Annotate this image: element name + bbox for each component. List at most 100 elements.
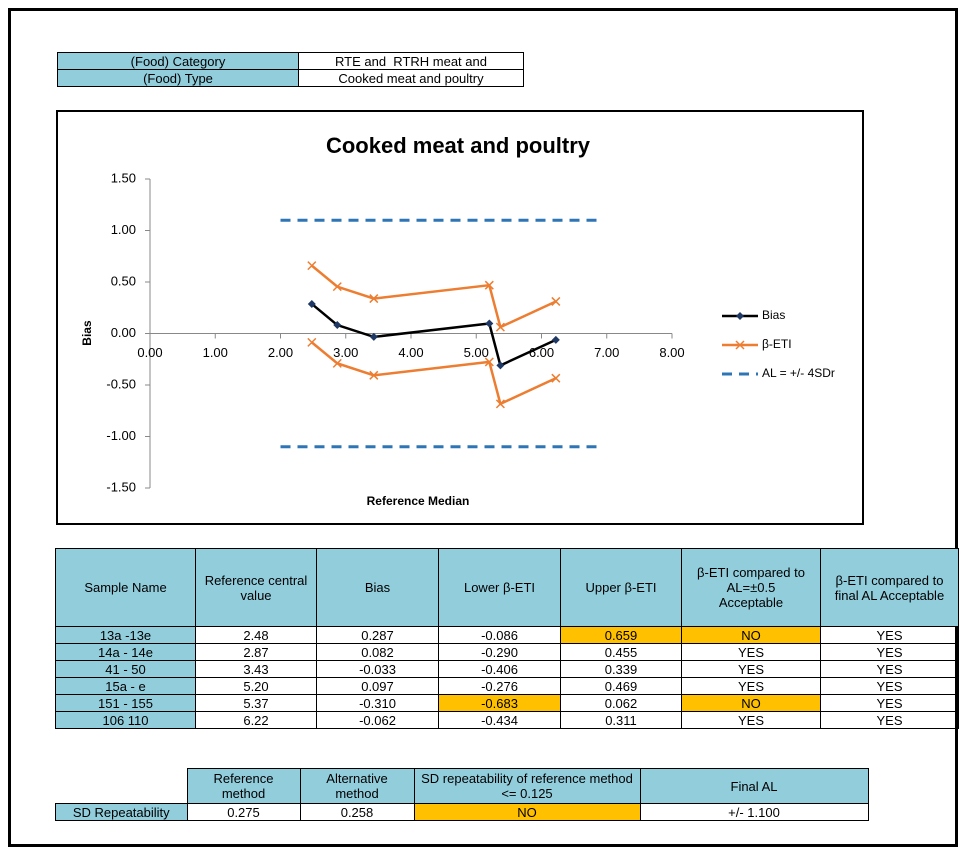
eti-marker bbox=[332, 358, 342, 368]
repeat-cell: +/- 1.100 bbox=[639, 803, 869, 821]
header-cell: Reference method bbox=[186, 768, 301, 804]
result-cell: 106 110 bbox=[55, 711, 196, 729]
result-cell: -0.406 bbox=[438, 660, 561, 678]
result-cell: 0.659 bbox=[560, 626, 682, 644]
chart-title: Cooked meat and poultry bbox=[326, 133, 591, 158]
result-cell: -0.062 bbox=[316, 711, 439, 729]
result-row: 15a - e 5.20 0.097 -0.276 0.469 YES YES bbox=[55, 677, 959, 695]
result-cell: 6.22 bbox=[195, 711, 317, 729]
header-cell: Reference central value bbox=[195, 548, 317, 627]
result-cell: YES bbox=[820, 694, 959, 712]
header-cell: Lower β-ETI bbox=[438, 548, 561, 627]
bias-marker bbox=[333, 321, 342, 330]
legend-label: AL = +/- 4SDr bbox=[762, 366, 835, 380]
header-cell: Final AL bbox=[639, 768, 869, 804]
x-tick-label: 0.00 bbox=[137, 345, 162, 360]
header-cell: β-ETI compared to AL=±0.5 Acceptable bbox=[681, 548, 821, 627]
result-row: 13a -13e 2.48 0.287 -0.086 0.659 NO YES bbox=[55, 626, 959, 644]
result-cell: NO bbox=[681, 694, 821, 712]
y-tick-label: -1.50 bbox=[106, 479, 136, 494]
y-tick-label: 1.00 bbox=[111, 222, 136, 237]
series-line bbox=[311, 264, 557, 329]
eti-marker bbox=[735, 340, 745, 350]
legend-label: Bias bbox=[762, 308, 785, 322]
eti-marker bbox=[484, 357, 494, 367]
eti-marker bbox=[369, 370, 379, 380]
eti-marker bbox=[551, 373, 561, 383]
result-cell: 41 - 50 bbox=[55, 660, 196, 678]
result-cell: 0.455 bbox=[560, 643, 682, 661]
eti-marker bbox=[307, 261, 317, 271]
result-cell: 5.20 bbox=[195, 677, 317, 695]
result-cell: YES bbox=[820, 626, 959, 644]
info-row: (Food) Category RTE and RTRH meat and bbox=[57, 52, 524, 70]
result-cell: 2.87 bbox=[195, 643, 317, 661]
result-row: 14a - 14e 2.87 0.082 -0.290 0.455 YES YES bbox=[55, 643, 959, 661]
result-cell: 0.311 bbox=[560, 711, 682, 729]
bias-marker bbox=[496, 361, 505, 370]
header-cell: SD repeatability of reference method <= … bbox=[413, 768, 641, 804]
repeat-cell: NO bbox=[413, 803, 641, 821]
header-cell: Alternative method bbox=[299, 768, 415, 804]
result-cell: 0.062 bbox=[560, 694, 682, 712]
result-row: 41 - 50 3.43 -0.033 -0.406 0.339 YES YES bbox=[55, 660, 959, 678]
result-cell: YES bbox=[681, 711, 821, 729]
result-cell: YES bbox=[681, 660, 821, 678]
header-cell: Sample Name bbox=[55, 548, 196, 627]
result-cell: -0.033 bbox=[316, 660, 439, 678]
header-cell: Upper β-ETI bbox=[560, 548, 682, 627]
result-cell: -0.310 bbox=[316, 694, 439, 712]
result-cell: 5.37 bbox=[195, 694, 317, 712]
result-cell: -0.434 bbox=[438, 711, 561, 729]
result-cell: 15a - e bbox=[55, 677, 196, 695]
eti-marker bbox=[495, 322, 505, 332]
result-cell: YES bbox=[681, 677, 821, 695]
header-cell: β-ETI compared to final AL Acceptable bbox=[820, 548, 959, 627]
repeat-cell: SD Repeatability bbox=[55, 803, 188, 821]
legend-label: β-ETI bbox=[762, 337, 792, 351]
series-line bbox=[311, 302, 557, 368]
info-cell: (Food) Type bbox=[57, 69, 299, 87]
result-cell: YES bbox=[820, 677, 959, 695]
x-tick-label: 2.00 bbox=[268, 345, 293, 360]
x-tick-label: 8.00 bbox=[659, 345, 684, 360]
result-cell: 3.43 bbox=[195, 660, 317, 678]
result-cell: YES bbox=[820, 711, 959, 729]
result-cell: 0.469 bbox=[560, 677, 682, 695]
y-tick-label: -0.50 bbox=[106, 376, 136, 391]
result-cell: YES bbox=[820, 643, 959, 661]
info-cell: RTE and RTRH meat and bbox=[298, 52, 524, 70]
bias-marker bbox=[736, 312, 744, 320]
y-tick-label: 1.50 bbox=[111, 170, 136, 185]
result-cell: -0.276 bbox=[438, 677, 561, 695]
repeat-cell: 0.275 bbox=[186, 803, 301, 821]
bias-marker bbox=[307, 299, 316, 308]
result-row: 106 110 6.22 -0.062 -0.434 0.311 YES YES bbox=[55, 711, 959, 729]
eti-marker bbox=[484, 280, 494, 290]
info-cell: Cooked meat and poultry bbox=[298, 69, 524, 87]
info-table: (Food) Category RTE and RTRH meat and (Foo… bbox=[57, 52, 524, 87]
y-axis-label: Bias bbox=[80, 320, 94, 346]
results-table: Sample Name Reference central value Bias Lo… bbox=[55, 548, 959, 729]
result-cell: YES bbox=[820, 660, 959, 678]
result-cell: NO bbox=[681, 626, 821, 644]
bias-marker bbox=[485, 319, 494, 328]
y-tick-label: 0.50 bbox=[111, 273, 136, 288]
x-axis-label: Reference Median bbox=[367, 494, 470, 508]
result-cell: -0.683 bbox=[438, 694, 561, 712]
x-tick-label: 3.00 bbox=[333, 345, 358, 360]
result-cell: YES bbox=[681, 643, 821, 661]
y-tick-label: 0.00 bbox=[111, 325, 136, 340]
chart: Cooked meat and poultry Reference Median… bbox=[56, 110, 864, 525]
sheet-frame bbox=[8, 8, 958, 847]
repeat-cell: 0.258 bbox=[299, 803, 415, 821]
blank-cell bbox=[55, 768, 187, 804]
eti-marker bbox=[332, 282, 342, 292]
result-cell: 151 - 155 bbox=[55, 694, 196, 712]
y-tick-label: -1.00 bbox=[106, 428, 136, 443]
info-row: (Food) Type Cooked meat and poultry bbox=[57, 69, 524, 87]
x-tick-label: 1.00 bbox=[203, 345, 228, 360]
bias-marker bbox=[369, 332, 378, 341]
result-cell: 2.48 bbox=[195, 626, 317, 644]
